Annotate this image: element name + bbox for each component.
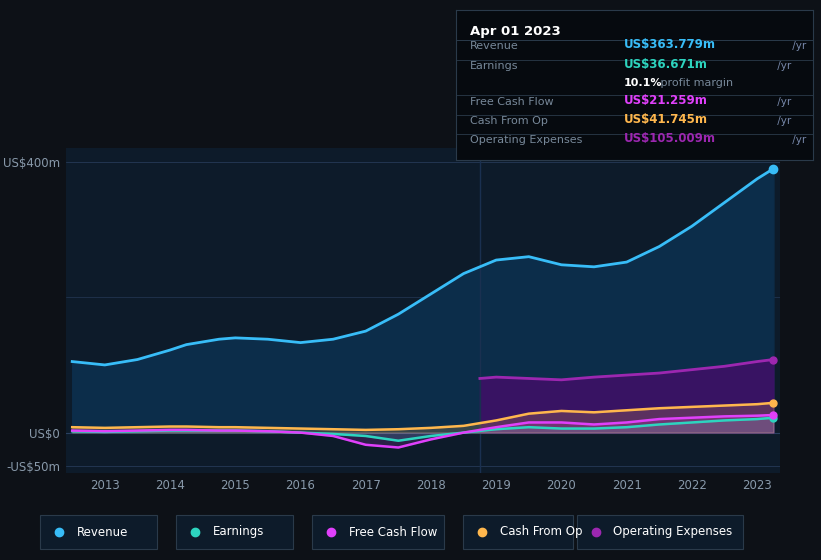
Text: /yr: /yr — [773, 116, 791, 126]
Text: US$41.745m: US$41.745m — [623, 113, 708, 126]
Text: US$105.009m: US$105.009m — [623, 132, 716, 146]
Text: 10.1%: 10.1% — [623, 78, 662, 88]
Text: /yr: /yr — [773, 96, 791, 106]
Text: Operating Expenses: Operating Expenses — [613, 525, 732, 539]
Text: Cash From Op: Cash From Op — [500, 525, 582, 539]
FancyBboxPatch shape — [312, 515, 444, 549]
Text: US$21.259m: US$21.259m — [623, 94, 708, 106]
Text: Free Cash Flow: Free Cash Flow — [349, 525, 437, 539]
Text: profit margin: profit margin — [658, 78, 733, 88]
Text: Revenue: Revenue — [76, 525, 128, 539]
Text: Earnings: Earnings — [213, 525, 264, 539]
Text: Earnings: Earnings — [470, 62, 518, 71]
FancyBboxPatch shape — [40, 515, 158, 549]
Text: Operating Expenses: Operating Expenses — [470, 136, 582, 146]
FancyBboxPatch shape — [576, 515, 743, 549]
Text: Revenue: Revenue — [470, 41, 519, 51]
FancyBboxPatch shape — [177, 515, 293, 549]
Text: Apr 01 2023: Apr 01 2023 — [470, 25, 561, 38]
Text: Cash From Op: Cash From Op — [470, 116, 548, 126]
Text: /yr: /yr — [788, 136, 805, 146]
Text: Free Cash Flow: Free Cash Flow — [470, 96, 553, 106]
Text: /yr: /yr — [788, 41, 805, 51]
Text: US$363.779m: US$363.779m — [623, 38, 716, 51]
Text: /yr: /yr — [773, 62, 791, 71]
Text: US$36.671m: US$36.671m — [623, 58, 708, 71]
FancyBboxPatch shape — [463, 515, 573, 549]
